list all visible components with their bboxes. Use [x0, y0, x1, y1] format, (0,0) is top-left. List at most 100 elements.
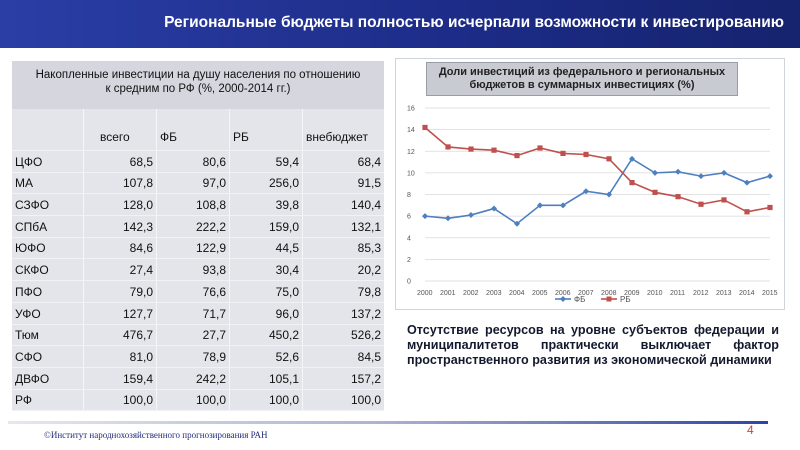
data-point-rb: [491, 147, 497, 153]
table-cell: 256,0: [230, 172, 303, 194]
x-tick-label: 2014: [739, 290, 755, 297]
region-name-cell: Тюм: [12, 324, 84, 346]
data-point-rb: [422, 124, 428, 131]
y-tick-label: 2: [407, 257, 411, 264]
region-name-cell: ПФО: [12, 281, 84, 302]
x-tick-label: 2001: [440, 290, 456, 297]
table-cell: 100,0: [230, 389, 303, 411]
table-row: ПФО 79,0 76,6 75,0 79,8: [12, 281, 384, 303]
table-cell: 78,9: [157, 346, 230, 367]
chart-panel: [395, 58, 785, 310]
table-row: СПбА 142,3 222,2 159,0 132,1: [12, 216, 384, 238]
data-point-fb: [721, 169, 727, 176]
footer-copyright: ©Институт народнохозяйственного прогнози…: [44, 430, 268, 440]
x-tick-label: 2005: [532, 290, 548, 297]
table-header-cell: всего: [84, 109, 157, 150]
table-cell: 222,2: [157, 216, 230, 237]
table-caption-line1: Накопленные инвестиции на душу населения…: [35, 69, 361, 81]
table-body: всего ФБ РБ внебюджет ЦФО 68,5 80,6 59,4 68,4 МА 1…: [12, 109, 384, 412]
table-cell: 27,4: [84, 259, 157, 281]
table-cell: 76,6: [157, 281, 230, 302]
region-name-cell: МА: [12, 172, 84, 194]
table-cell: 84,5: [357, 349, 381, 364]
page-number: 4: [747, 423, 754, 437]
region-name-cell: СПбА: [12, 216, 84, 237]
table-cell: 71,7: [157, 302, 230, 324]
table-header-cell: внебюджет: [306, 130, 368, 144]
table-row: Тюм 476,7 27,7 450,2 526,2: [12, 324, 384, 347]
table-row: УФО 127,7 71,7 96,0 137,2: [12, 302, 384, 325]
data-point-fb: [652, 169, 658, 176]
data-point-rb: [652, 189, 658, 195]
table-row: ЦФО 68,5 80,6 59,4 68,4: [12, 151, 384, 173]
table-cell: 122,9: [157, 237, 230, 259]
table-row: СКФО 27,4 93,8 30,4 20,2: [12, 259, 384, 282]
table-cell: 75,0: [230, 281, 303, 302]
table-row: СФО 81,0 78,9 52,6 84,5: [12, 346, 384, 368]
line-chart: 0 2 4 6 8 10 12 14 16 2000 2001 2002 2003 2004 2005 200…: [407, 106, 778, 305]
data-point-fb: [606, 191, 612, 198]
data-point-rb: [537, 145, 543, 151]
y-tick-label: 12: [407, 149, 415, 156]
data-point-fb: [537, 202, 543, 209]
series-line-fb: [424, 157, 771, 225]
table-cell: 80,6: [157, 151, 230, 172]
table-header-cell: [12, 109, 84, 150]
data-point-rb: [606, 156, 612, 162]
region-name-cell: СКФО: [12, 259, 84, 281]
table-cell: 44,5: [230, 237, 303, 259]
table-cell: 52,6: [230, 346, 303, 367]
table-row: ДВФО 159,4 242,2 105,1 157,2: [12, 367, 384, 390]
x-tick-label: 2006: [555, 290, 571, 297]
x-tick-label: 2011: [670, 290, 685, 297]
table-row: ЮФО 84,6 122,9 44,5 85,3: [12, 237, 384, 260]
x-tick-label: 2008: [601, 290, 617, 297]
data-point-rb: [629, 180, 635, 186]
x-tick-label: 2015: [762, 290, 778, 297]
table-cell: 105,1: [230, 367, 303, 389]
table-cell: 128,0: [84, 194, 157, 216]
table-header-row: всего ФБ РБ внебюджет: [12, 109, 384, 151]
legend-label: РБ: [620, 295, 631, 304]
data-point-fb: [422, 213, 428, 220]
y-tick-label: 0: [407, 279, 411, 286]
x-tick-label: 2002: [463, 290, 479, 297]
data-point-rb: [514, 152, 520, 159]
investment-table: Накопленные инвестиции на душу населения…: [12, 61, 384, 412]
table-cell: 242,2: [157, 367, 230, 389]
table-cell: 450,2: [230, 324, 303, 346]
region-name-cell: РФ: [12, 389, 84, 411]
table-cell: 79,0: [84, 281, 157, 302]
data-point-fb: [698, 173, 704, 180]
x-tick-label: 2004: [509, 290, 525, 297]
data-point-rb: [698, 201, 704, 207]
table-cell: 91,5: [357, 176, 381, 191]
legend-label: ФБ: [574, 295, 585, 304]
region-name-cell: ЦФО: [12, 151, 84, 172]
y-tick-label: 6: [407, 214, 411, 221]
data-point-rb: [767, 204, 773, 211]
data-point-fb: [675, 168, 681, 175]
data-point-fb: [445, 215, 451, 222]
table-cell: 140,4: [350, 198, 381, 213]
data-point-fb: [491, 205, 497, 212]
table-cell: 159,0: [230, 216, 303, 237]
table-cell: 68,4: [357, 154, 381, 169]
table-row: СЗФО 128,0 108,8 39,8 140,4: [12, 194, 384, 217]
legend-marker: [606, 296, 612, 302]
data-point-fb: [560, 202, 566, 209]
data-point-fb: [767, 173, 773, 180]
table-cell: 68,5: [84, 151, 157, 172]
data-point-rb: [560, 150, 566, 157]
table-cell: 159,4: [84, 367, 157, 389]
table-cell: 127,7: [84, 302, 157, 324]
chart-title: Доли инвестиций из федерального и регион…: [426, 62, 738, 96]
data-point-rb: [445, 144, 451, 150]
table-cell: 107,8: [84, 172, 157, 194]
region-name-cell: ДВФО: [12, 367, 84, 389]
region-name-cell: СЗФО: [12, 194, 84, 216]
data-point-rb: [675, 194, 681, 200]
table-row: МА 107,8 97,0 256,0 91,5: [12, 172, 384, 195]
table-cell: 108,8: [157, 194, 230, 216]
table-caption: Накопленные инвестиции на душу населения…: [12, 61, 384, 109]
